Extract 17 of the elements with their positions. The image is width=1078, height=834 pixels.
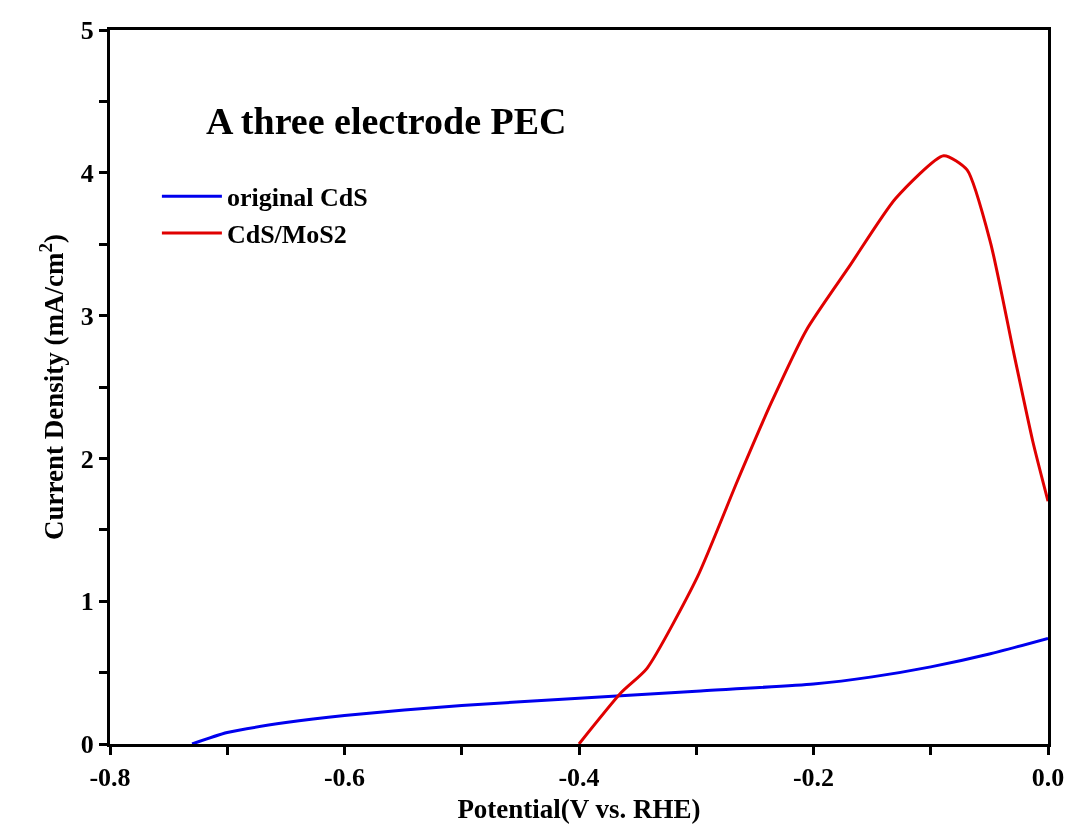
line-series <box>577 154 1048 744</box>
legend-label: CdS/MoS2 <box>226 220 347 250</box>
x-tick-label: -0.4 <box>558 763 600 793</box>
y-tick-label: 4 <box>80 158 94 188</box>
x-tick-label: -0.8 <box>89 763 131 793</box>
annotation: A three electrode PEC <box>206 100 567 142</box>
x-tick-label: -0.2 <box>792 763 835 793</box>
x-tick-label: -0.6 <box>323 763 366 793</box>
y-tick-label: 0 <box>80 730 94 760</box>
y-tick-label: 3 <box>80 301 94 331</box>
line-series <box>190 636 1048 744</box>
x-axis-title: Potential(V vs. RHE) <box>457 793 701 824</box>
y-tick-label: 1 <box>80 587 94 617</box>
legend-label: original CdS <box>226 183 368 213</box>
x-tick-label: 0.0 <box>1031 763 1065 793</box>
y-tick-label: 2 <box>80 444 94 474</box>
y-tick-label: 5 <box>80 16 94 46</box>
